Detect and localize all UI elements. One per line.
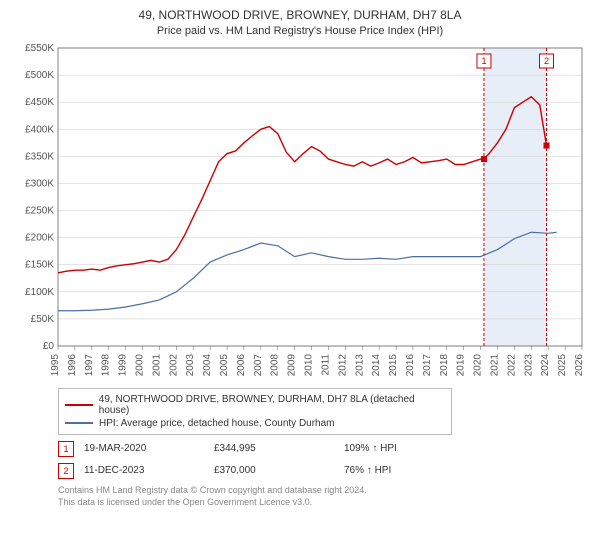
svg-text:2004: 2004 <box>202 353 213 376</box>
price-chart: £0 £50K £100K £150K £200K £250K £300K £350K £400… <box>10 42 590 382</box>
marker-pct: 76% ↑ HPI <box>344 465 474 476</box>
svg-text:£150K: £150K <box>25 260 54 271</box>
svg-text:£350K: £350K <box>25 151 54 162</box>
marker-price: £370,000 <box>214 465 344 476</box>
svg-text:1996: 1996 <box>67 353 78 376</box>
footnote: Contains HM Land Registry data © Crown c… <box>58 485 590 508</box>
svg-text:2021: 2021 <box>489 353 500 376</box>
svg-text:2013: 2013 <box>354 353 365 376</box>
svg-text:£50K: £50K <box>31 314 55 325</box>
svg-text:2019: 2019 <box>456 353 467 376</box>
legend: 49, NORTHWOOD DRIVE, BROWNEY, DURHAM, DH… <box>58 388 452 435</box>
marker-date: 19-MAR-2020 <box>84 443 214 454</box>
legend-label: HPI: Average price, detached house, Coun… <box>99 418 335 429</box>
svg-text:2003: 2003 <box>185 353 196 376</box>
marker-date: 11-DEC-2023 <box>84 465 214 476</box>
svg-text:1995: 1995 <box>50 353 61 376</box>
legend-swatch <box>65 404 93 406</box>
svg-text:2: 2 <box>544 56 549 66</box>
svg-text:2015: 2015 <box>388 353 399 376</box>
svg-text:2012: 2012 <box>337 353 348 376</box>
svg-text:2007: 2007 <box>253 353 264 376</box>
svg-text:2018: 2018 <box>439 353 450 376</box>
svg-text:£500K: £500K <box>25 70 54 81</box>
svg-text:2022: 2022 <box>506 353 517 376</box>
svg-text:2002: 2002 <box>168 353 179 376</box>
marker-row: 1 19-MAR-2020£344,995109% ↑ HPI <box>58 441 590 457</box>
legend-label: 49, NORTHWOOD DRIVE, BROWNEY, DURHAM, DH… <box>99 394 445 416</box>
svg-text:2024: 2024 <box>540 353 551 376</box>
svg-text:£300K: £300K <box>25 178 54 189</box>
footnote-line1: Contains HM Land Registry data © Crown c… <box>58 485 590 497</box>
svg-text:£400K: £400K <box>25 124 54 135</box>
marker-number-box: 2 <box>58 463 74 479</box>
svg-text:2011: 2011 <box>320 353 331 375</box>
legend-item: HPI: Average price, detached house, Coun… <box>65 417 445 430</box>
marker-number-box: 1 <box>58 441 74 457</box>
svg-text:2020: 2020 <box>473 353 484 376</box>
svg-text:£0: £0 <box>43 341 55 352</box>
svg-text:£100K: £100K <box>25 287 54 298</box>
svg-text:£450K: £450K <box>25 97 54 108</box>
svg-text:£200K: £200K <box>25 233 54 244</box>
svg-text:£550K: £550K <box>25 43 54 54</box>
chart-title: 49, NORTHWOOD DRIVE, BROWNEY, DURHAM, DH… <box>10 8 590 24</box>
chart-subtitle: Price paid vs. HM Land Registry's House … <box>10 24 590 38</box>
svg-text:2006: 2006 <box>236 353 247 376</box>
footnote-line2: This data is licensed under the Open Gov… <box>58 497 590 509</box>
svg-text:2008: 2008 <box>270 353 281 376</box>
svg-text:2025: 2025 <box>557 353 568 376</box>
svg-text:2014: 2014 <box>371 353 382 376</box>
svg-text:2023: 2023 <box>523 353 534 376</box>
svg-text:£250K: £250K <box>25 205 54 216</box>
svg-text:2001: 2001 <box>151 353 162 376</box>
svg-text:1: 1 <box>481 56 486 66</box>
legend-swatch <box>65 422 93 424</box>
marker-row: 2 11-DEC-2023£370,00076% ↑ HPI <box>58 463 590 479</box>
svg-text:2010: 2010 <box>304 353 315 376</box>
svg-text:1998: 1998 <box>101 353 112 376</box>
svg-text:2017: 2017 <box>422 353 433 376</box>
marker-price: £344,995 <box>214 443 344 454</box>
svg-text:2000: 2000 <box>135 353 146 376</box>
svg-text:1997: 1997 <box>84 353 95 376</box>
svg-text:2005: 2005 <box>219 353 230 376</box>
svg-text:2009: 2009 <box>287 353 298 376</box>
svg-text:1999: 1999 <box>118 353 129 376</box>
svg-text:2016: 2016 <box>405 353 416 376</box>
legend-item: 49, NORTHWOOD DRIVE, BROWNEY, DURHAM, DH… <box>65 393 445 417</box>
svg-text:2026: 2026 <box>574 353 585 376</box>
marker-pct: 109% ↑ HPI <box>344 443 474 454</box>
